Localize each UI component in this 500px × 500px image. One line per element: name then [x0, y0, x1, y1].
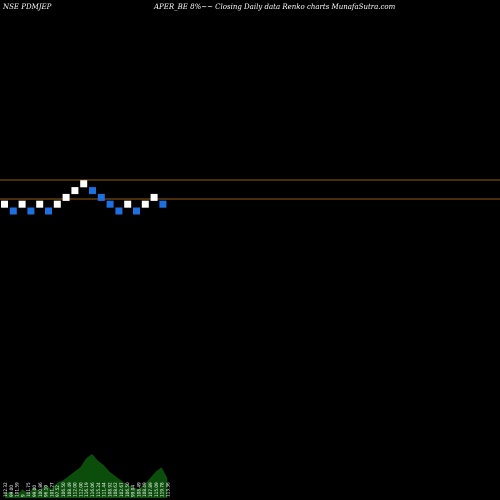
volume-label: 102.67 [119, 482, 124, 497]
volume-label: 112.00 [78, 482, 83, 497]
volume-label: 97.52 [55, 485, 60, 497]
renko-brick-down [159, 200, 167, 208]
volume-label: 115.09 [154, 482, 159, 497]
renko-brick-down [9, 207, 17, 215]
volume-label: 116.19 [84, 482, 89, 497]
volume-fill [5, 454, 168, 498]
volume-label: 99.00 [32, 485, 37, 497]
volume-label: 108.49 [142, 482, 147, 497]
volume-label: 111.44 [102, 482, 107, 497]
renko-brick-up [53, 200, 61, 208]
volume-label: 113.36 [165, 482, 170, 497]
renko-brick-up [18, 200, 26, 208]
renko-brick-down [106, 200, 114, 208]
renko-brick-up [62, 193, 70, 201]
volume-label: 96.10 [44, 485, 49, 497]
renko-brick-down [27, 207, 35, 215]
volume-label: 99.04 [131, 485, 136, 497]
volume-label: 100.86 [38, 482, 43, 497]
renko-brick-up [124, 200, 132, 208]
renko-bricks [1, 180, 167, 215]
volume-label: 101.59 [15, 482, 20, 497]
symbol-label: NSE PDMJEP [3, 3, 52, 11]
volume-label: 108.49 [67, 482, 72, 497]
volume-label: 106.50 [61, 482, 66, 497]
renko-brick-up [150, 193, 158, 201]
volume-area [5, 454, 168, 498]
volume-label: 102.32 [3, 482, 8, 497]
renko-brick-down [115, 207, 123, 215]
volume-label: 119.78 [160, 482, 165, 497]
volume-label: 108.62 [113, 482, 118, 497]
volume-label: 116.06 [90, 482, 95, 497]
chart-caption: APER_BE 8%~~ Closing Daily data Renko ch… [154, 3, 396, 11]
renko-brick-up [141, 200, 149, 208]
volume-label: 108.92 [107, 482, 112, 497]
renko-brick-up [1, 200, 8, 208]
volume-label: 106.50 [125, 482, 130, 497]
volume-label: 101.27 [49, 482, 54, 497]
volume-labels: 102.32 99.00 101.59 9 101.75 99.00 100.86 96.10… [3, 482, 170, 497]
volume-label: 108.49 [136, 482, 141, 497]
renko-brick-down [45, 207, 52, 215]
level-lines [0, 179, 500, 200]
volume-label: 99.00 [9, 485, 14, 497]
renko-brick-up [71, 187, 79, 195]
volume-label: 101.75 [26, 482, 31, 497]
renko-brick-up [36, 200, 44, 208]
renko-brick-down [89, 187, 96, 195]
volume-label: 107.89 [148, 482, 153, 497]
volume-label: 9 [20, 494, 25, 497]
volume-label: 115.24 [96, 482, 101, 497]
renko-brick-down [97, 193, 105, 201]
volume-label: 112.00 [73, 482, 78, 497]
renko-brick-up [80, 180, 88, 188]
renko-brick-down [133, 207, 140, 215]
